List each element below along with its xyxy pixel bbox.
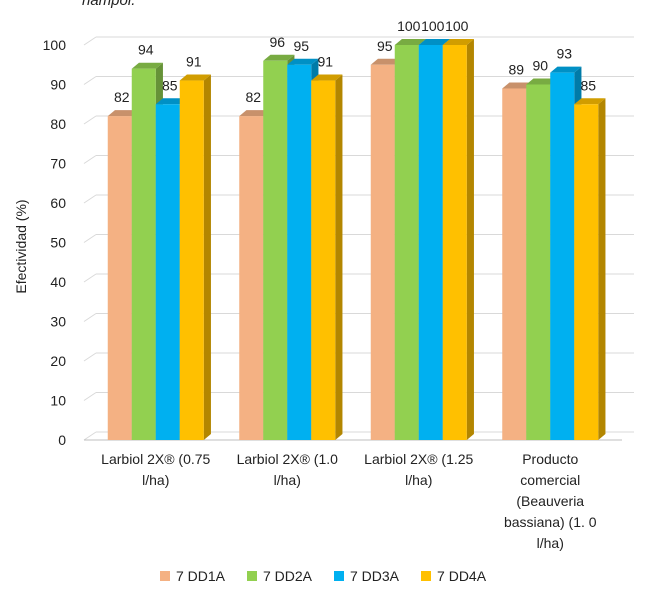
data-label: 93 [556, 46, 572, 62]
gridline-depth [83, 194, 97, 204]
gridline-depth [83, 234, 97, 243]
legend-item: 7 DD3A [334, 568, 399, 584]
y-tick-label: 60 [50, 195, 66, 211]
legend-swatch [159, 571, 170, 581]
data-label: 90 [532, 58, 548, 74]
gridline-depth [83, 36, 97, 46]
legend-label: 7 DD4A [437, 568, 487, 584]
legend-swatch [246, 571, 257, 581]
data-label: 91 [317, 54, 333, 70]
data-label: 85 [580, 77, 596, 93]
y-tick-label: 50 [50, 235, 66, 251]
bar [131, 68, 156, 440]
bar [442, 45, 467, 440]
bar-top [526, 78, 558, 85]
data-label: 95 [377, 38, 393, 54]
bar [574, 104, 599, 440]
data-label: 91 [186, 54, 202, 70]
bar-top [131, 62, 163, 69]
bar [287, 64, 312, 440]
bar-top [442, 39, 474, 45]
gridline-depth [83, 431, 97, 441]
bar-top [574, 98, 606, 105]
data-label: 96 [269, 34, 285, 50]
bar [550, 72, 575, 441]
gridline-depth [83, 313, 97, 322]
data-label: 82 [114, 89, 130, 105]
y-tick-label: 90 [50, 77, 66, 93]
legend-label: 7 DD1A [175, 568, 225, 584]
chart-title-fragment: hampol. [82, 0, 136, 9]
data-label: 100 [421, 18, 445, 34]
bar-side [466, 39, 474, 440]
bar [155, 104, 180, 440]
data-label: 95 [293, 38, 309, 54]
legend-item: 7 DD4A [421, 568, 486, 584]
bar-chart: 0 10 20 30 40 50 60 70 80 90 100 Efectividad (%) 82 9… [13, 18, 634, 551]
bar-top [287, 58, 319, 65]
bar [370, 64, 395, 440]
bar [107, 116, 132, 440]
bar-top [107, 110, 139, 117]
data-label: 82 [245, 89, 261, 105]
data-label: 85 [162, 77, 178, 93]
data-label: 89 [508, 61, 524, 77]
gridline-depth [83, 352, 97, 362]
bar-top [239, 110, 271, 117]
gridline-depth [83, 273, 97, 283]
bar-top [370, 58, 402, 65]
bar [239, 116, 264, 440]
legend-label: 7 DD2A [262, 568, 312, 584]
bar-side [335, 74, 343, 441]
bar-top [179, 74, 211, 81]
gridline-depth [83, 115, 97, 125]
bar [394, 45, 419, 440]
bar-top [550, 66, 582, 73]
legend-item: 7 DD2A [246, 568, 312, 584]
bar-top [263, 54, 295, 61]
bar [179, 80, 204, 441]
bar [502, 88, 527, 440]
x-tick-label: Larbiol 2X® (1.25 l/ha) [364, 451, 473, 488]
y-tick-label: 0 [58, 432, 66, 448]
bar-top [394, 39, 426, 45]
bar [311, 80, 336, 441]
y-tick-label: 100 [43, 37, 67, 53]
legend-swatch [334, 571, 344, 581]
y-tick-label: 20 [50, 353, 66, 369]
x-tick-label: Larbiol 2X® (1.0 l/ha) [237, 451, 339, 488]
legend-item: 7 DD1A [159, 568, 225, 584]
data-label: 94 [138, 42, 154, 58]
bar-top [155, 98, 187, 105]
y-tick-label: 10 [50, 393, 66, 409]
legend-label: 7 DD3A [350, 568, 400, 584]
y-tick-label: 40 [50, 274, 66, 290]
chart-legend: 7 DD1A 7 DD2A 7 DD3A 7 DD4A [0, 568, 646, 584]
data-label: 100 [397, 18, 421, 34]
bar-top [311, 74, 343, 81]
bar-top [418, 39, 450, 45]
bar [418, 45, 443, 440]
bar-side [598, 98, 606, 440]
y-axis-label: Efectividad (%) [13, 199, 29, 293]
bar-top [502, 82, 534, 89]
data-label: 100 [445, 18, 469, 34]
gridline-depth [83, 76, 97, 85]
y-tick-label: 80 [50, 116, 66, 132]
bar [526, 84, 551, 440]
y-tick-label: 70 [50, 156, 66, 172]
bar [263, 60, 288, 441]
gridline-depth [83, 155, 97, 164]
y-tick-label: 30 [50, 314, 66, 330]
x-tick-label: Producto comercial (Beauveria bassiana) (1.… [504, 451, 597, 551]
bar-side [203, 74, 211, 441]
x-tick-label: Larbiol 2X® (0.75 l/ha) [101, 451, 210, 488]
gridline-depth [83, 392, 97, 401]
legend-swatch [421, 571, 432, 581]
